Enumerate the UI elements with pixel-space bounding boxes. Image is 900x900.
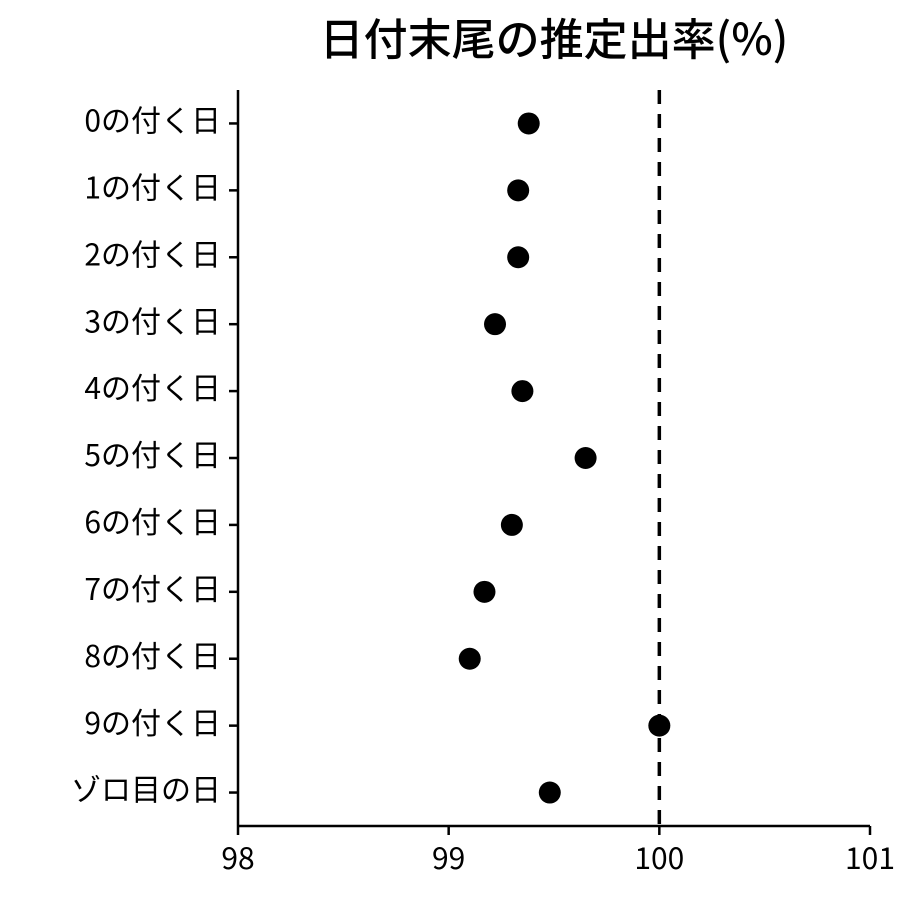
x-tick-label: 99 xyxy=(432,834,465,878)
data-point xyxy=(501,514,523,536)
x-tick-label: 101 xyxy=(845,834,895,878)
y-tick-label: 9の付く日 xyxy=(84,699,221,743)
y-tick-label: 1の付く日 xyxy=(84,164,221,208)
x-tick-label: 98 xyxy=(221,834,254,878)
y-tick-label: 4の付く日 xyxy=(84,364,221,408)
chart-title: 日付末尾の推定出率(%) xyxy=(320,4,789,68)
dot-chart: 日付末尾の推定出率(%) 98 99 100 101 0の付く日 1の付く日 2の付く日 3の付… xyxy=(0,0,900,900)
y-tick-label: 6の付く日 xyxy=(84,498,221,542)
y-tick-label: 3の付く日 xyxy=(84,297,221,341)
data-point xyxy=(507,179,529,201)
data-point xyxy=(648,715,670,737)
x-tick-label: 100 xyxy=(634,834,684,878)
data-point xyxy=(507,246,529,268)
data-point xyxy=(484,313,506,335)
data-point xyxy=(575,447,597,469)
y-tick-label: 8の付く日 xyxy=(84,632,221,676)
data-point xyxy=(539,782,561,804)
y-tick-label: 2の付く日 xyxy=(84,230,221,274)
y-tick-label: 7の付く日 xyxy=(84,565,221,609)
data-point xyxy=(511,380,533,402)
y-tick-label: 0の付く日 xyxy=(84,97,221,141)
data-point xyxy=(473,581,495,603)
data-point xyxy=(518,112,540,134)
y-tick-label: 5の付く日 xyxy=(84,431,221,475)
data-point xyxy=(459,648,481,670)
y-tick-label: ゾロ目の日 xyxy=(71,766,221,810)
